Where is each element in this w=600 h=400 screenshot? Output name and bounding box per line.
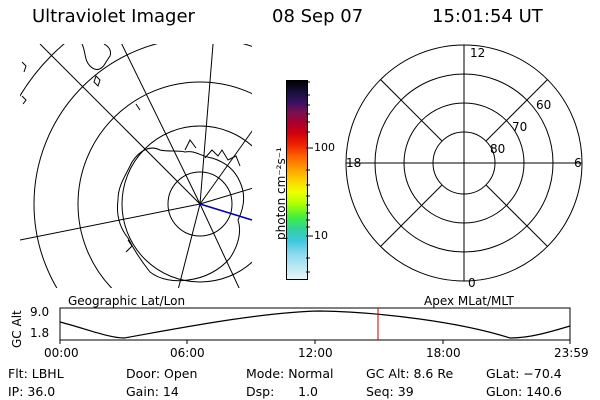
latitude-circles — [20, 44, 252, 288]
altitude-ylabel: GC Alt — [10, 310, 24, 348]
australia-coastline — [81, 44, 111, 87]
altitude-xtick-1800: 18:00 — [426, 346, 461, 360]
mlt-label-0: 0 — [468, 276, 476, 290]
mlat-label-70: 70 — [512, 120, 528, 134]
status-ip: IP: 36.0 — [8, 384, 56, 399]
polar-diagonal-1 — [380, 79, 443, 142]
geographic-panel-label: Geographic Lat/Lon — [68, 294, 186, 308]
small-islands — [21, 61, 141, 111]
status-door: Door: Open — [126, 366, 198, 381]
antarctica-coastline — [117, 139, 245, 282]
mlat-label-80: 80 — [490, 142, 506, 156]
colorbar — [286, 80, 308, 280]
status-filter: Flt: LBHL — [8, 366, 64, 381]
apex-panel-label: Apex MLat/MLT — [424, 294, 514, 308]
altitude-curve — [59, 310, 571, 339]
polar-diagonal-3 — [380, 184, 443, 247]
status-dsp: Dsp: 1.0 — [246, 384, 319, 399]
longitude-lines — [20, 44, 252, 288]
altitude-xtick-2359: 23:59 — [554, 346, 589, 360]
altitude-xtick-1200: 12:00 — [298, 346, 333, 360]
polar-diagonal-4 — [485, 184, 548, 247]
altitude-xtick-0600: 06:00 — [170, 346, 205, 360]
altitude-ytick-high: 9.0 — [30, 305, 50, 319]
status-glon: GLon: 140.6 — [486, 384, 562, 399]
status-gain: Gain: 14 — [126, 384, 179, 399]
mlt-label-6: 6 — [574, 156, 582, 170]
status-seq: Seq: 39 — [366, 384, 414, 399]
colorbar-tick-100: 100 — [314, 141, 335, 154]
mlt-label-12: 12 — [470, 46, 486, 60]
mlt-label-18: 18 — [346, 156, 362, 170]
status-glat: GLat: −70.4 — [486, 366, 562, 381]
altitude-ytick-low: 1.8 — [30, 326, 50, 340]
status-gc-alt: GC Alt: 8.6 Re — [366, 366, 454, 381]
colorbar-tick-10: 10 — [314, 229, 328, 242]
status-mode: Mode: Normal — [246, 366, 334, 381]
mlat-label-60: 60 — [536, 98, 552, 112]
instrument-title: Ultraviolet Imager — [32, 6, 195, 27]
date-label: 08 Sep 07 — [272, 6, 364, 27]
time-label: 15:01:54 UT — [432, 6, 543, 27]
altitude-xtick-0000: 00:00 — [44, 346, 79, 360]
polar-diagonal-2 — [485, 79, 548, 142]
magnetic-pole-line — [199, 203, 253, 221]
